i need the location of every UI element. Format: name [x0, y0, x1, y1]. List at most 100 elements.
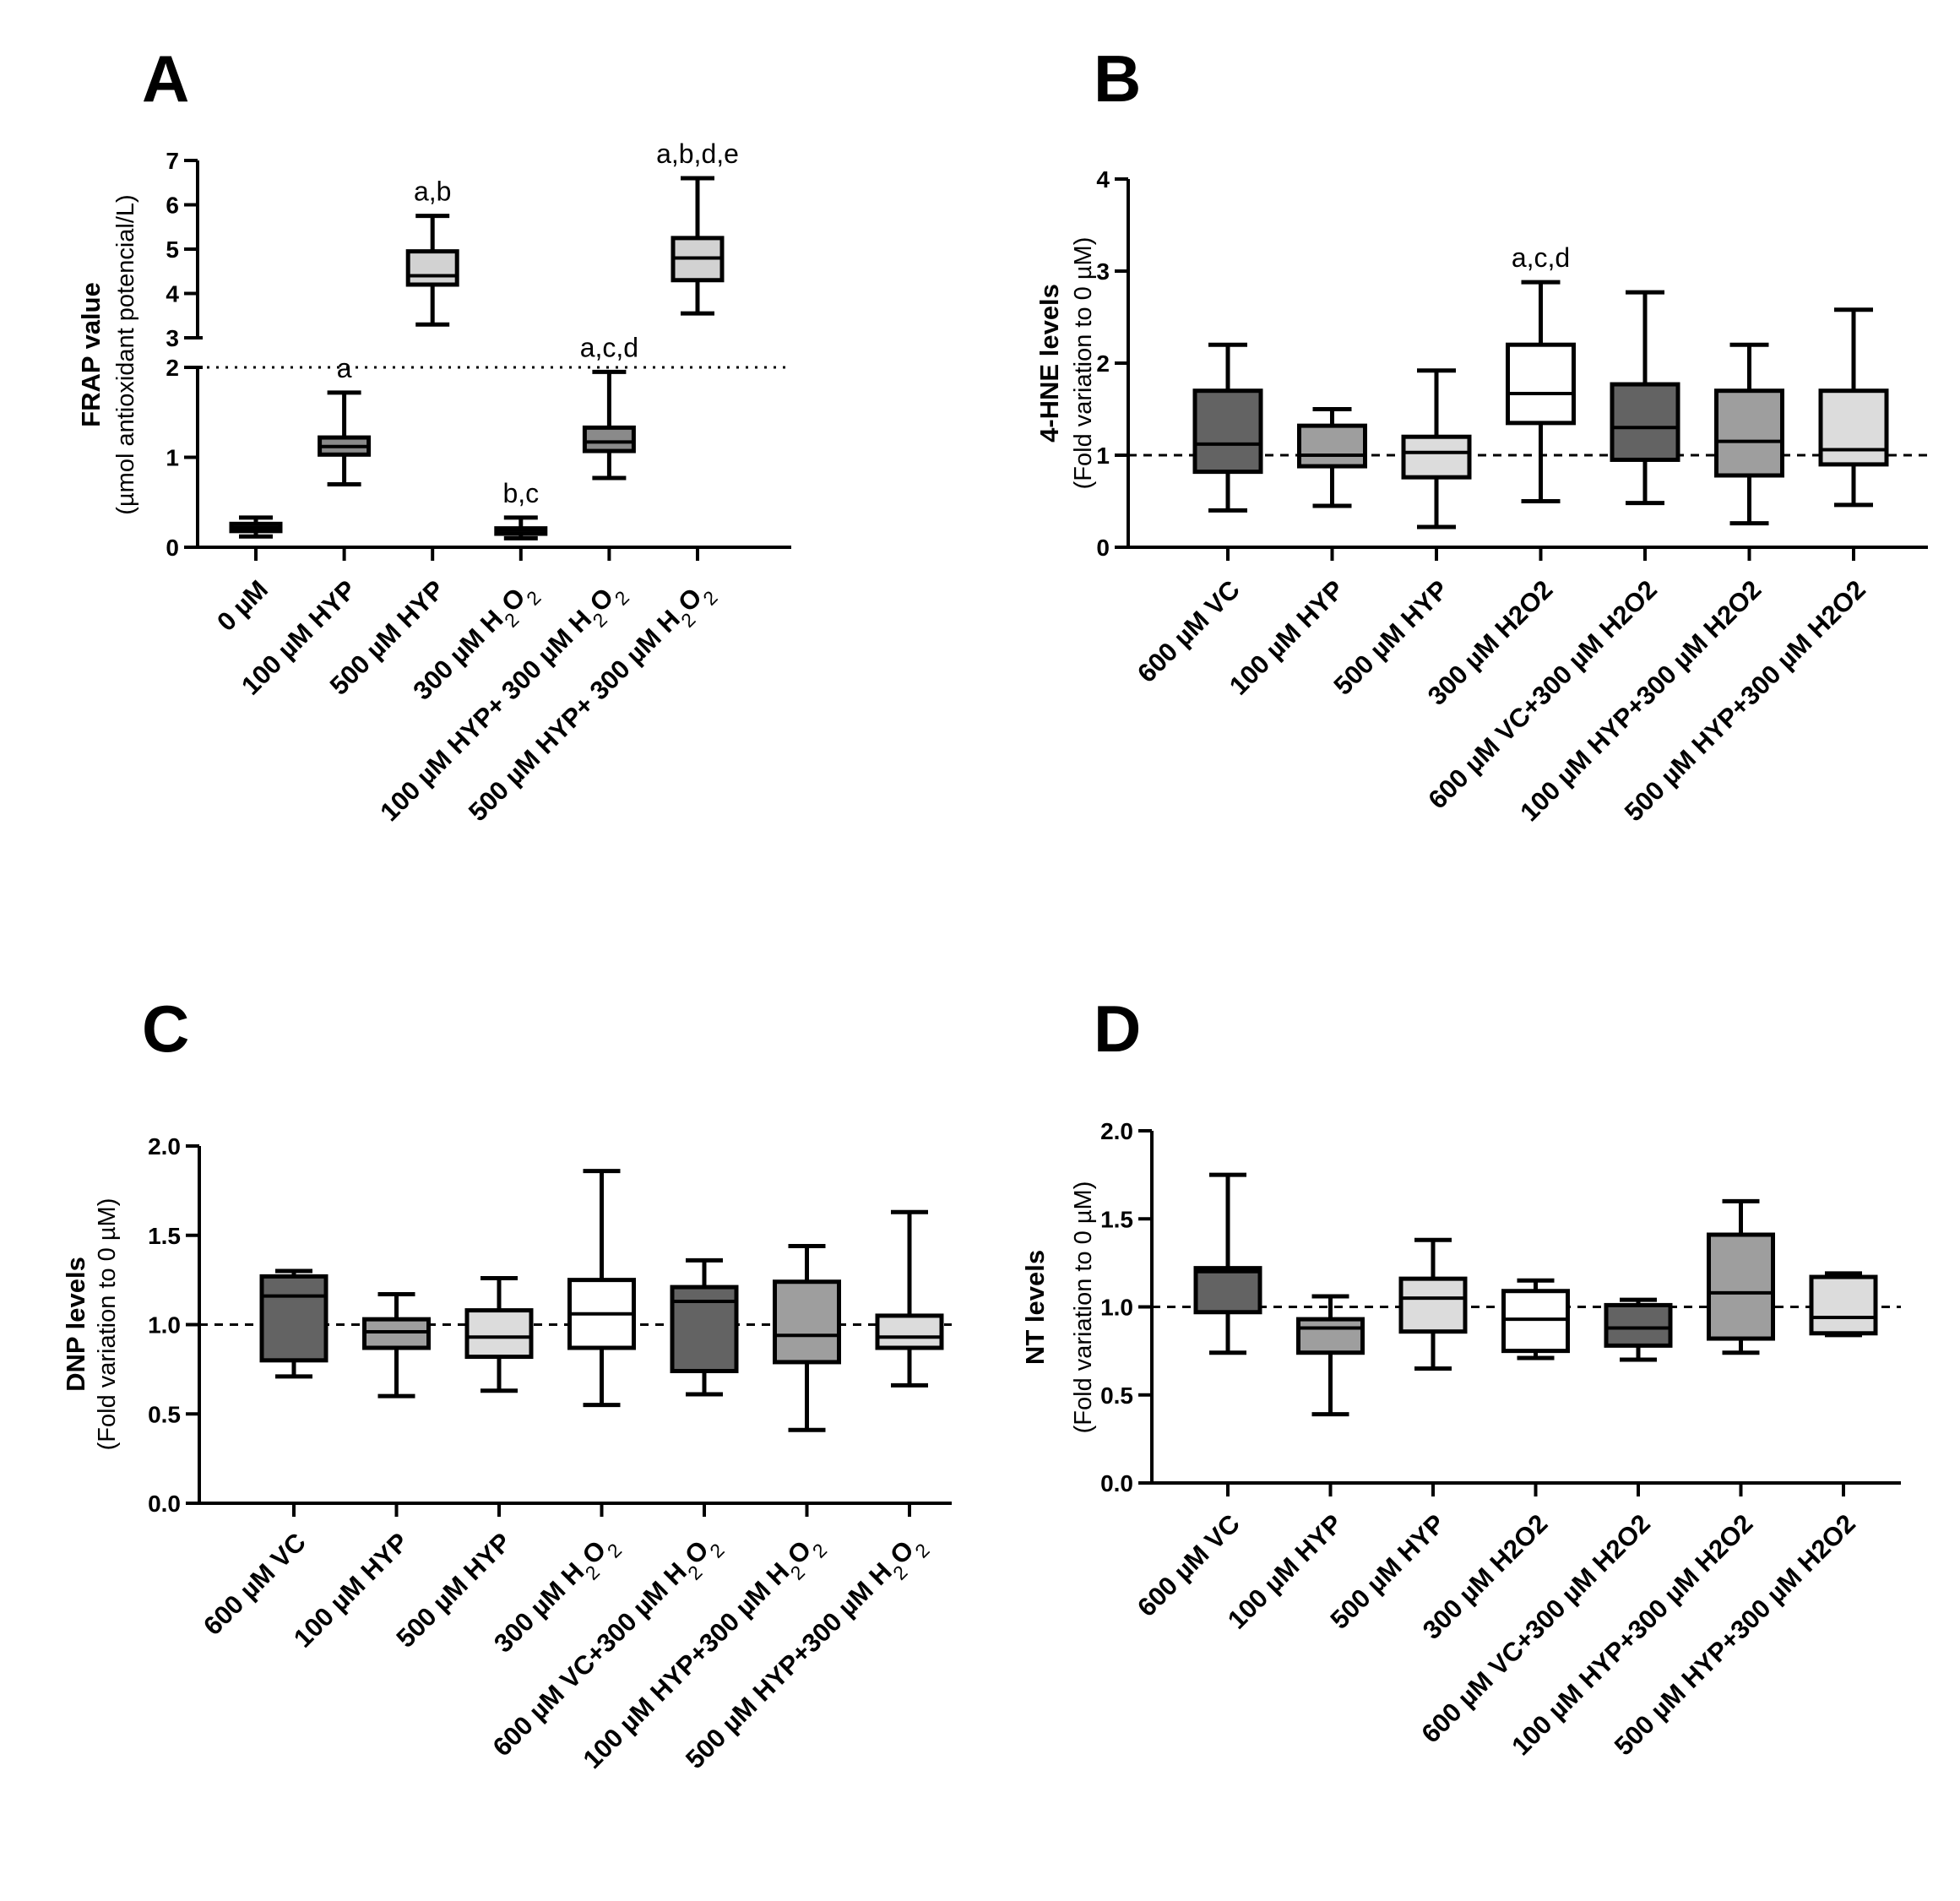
panel-b-box-1-iqr — [1192, 388, 1263, 475]
panel-a-box-2: a — [318, 353, 372, 486]
panel-b-y-axis-subtitle: (Fold variation to 0 µM) — [1070, 237, 1097, 490]
panel-a-box-3-significance-label: a,b — [414, 177, 451, 207]
panel-b-box-7-iqr — [1818, 388, 1889, 467]
panel-b-y-tick-label: 3 — [1096, 258, 1110, 285]
panel-a-y-tick-label: 7 — [166, 148, 179, 174]
panel-a-box-6: a,b,d,e — [656, 139, 739, 316]
panel-c: C 0.0 0.5 1.0 1.5 2.0 DNP levels (Fold variati… — [61, 991, 952, 1774]
panel-b-box-5-iqr — [1610, 382, 1680, 462]
panel-d-y-tick-label: 1.0 — [1100, 1295, 1133, 1321]
panel-c-x-tick-label-5-text: 600 µM VC+300 µM H — [487, 1556, 692, 1762]
panel-a-x-tick-label-5-post: O — [584, 582, 619, 617]
panel-d-y-axis-title: NT levels — [1020, 1250, 1050, 1365]
panel-b-box-4: a,c,d — [1506, 242, 1576, 503]
panel-d-y-tick-label: 0.0 — [1100, 1470, 1133, 1496]
panel-a-box-6-significance-label: a,b,d,e — [656, 139, 739, 169]
panel-d-x-tick-label-1-text: 600 µM VC — [1132, 1508, 1246, 1622]
panel-d: D 0.0 0.5 1.0 1.5 2.0 NT levels (Fold variatio… — [1020, 991, 1901, 1761]
panel-a-x-tick-label-1: 0 µM — [211, 574, 274, 637]
panel-c-box-4 — [567, 1169, 636, 1408]
panel-b-box-1 — [1192, 342, 1263, 513]
panel-a-box-4-significance-label: b,c — [502, 478, 539, 508]
panel-b-plot: 0 1 2 3 4 4-HNE levels (Fold variation to 0 µM… — [1034, 166, 1928, 827]
panel-c-box-6-iqr — [773, 1279, 841, 1365]
panel-a-y-axis-subtitle: (µmol antioxidant potencial/L) — [112, 194, 139, 514]
panel-b-x-tick-label-1-text: 600 µM VC — [1132, 574, 1246, 688]
panel-c-y-tick-label: 0.0 — [148, 1491, 181, 1517]
panel-c-x-tick-label-6-post: O — [782, 1534, 817, 1570]
panel-a-x-tick-label-6-post: O — [672, 582, 708, 617]
panel-d-box-6-iqr — [1707, 1232, 1775, 1341]
panel-a-x-tick-label-4-post: O — [496, 582, 531, 617]
panel-c-x-tick-label-5-post: O — [679, 1534, 714, 1570]
panel-b-box-2-iqr — [1297, 423, 1367, 469]
panel-d-box-7-iqr — [1809, 1274, 1878, 1336]
panel-b-y-tick-label: 2 — [1096, 350, 1110, 377]
panel-c-box-6 — [773, 1243, 841, 1432]
panel-b-box-7 — [1818, 307, 1889, 508]
panel-c-y-tick-label: 1.5 — [148, 1223, 181, 1249]
panel-b-box-3 — [1401, 368, 1472, 530]
panel-c-x-tick-label-7-post: O — [884, 1534, 920, 1570]
panel-b-x-tick-label-1: 600 µM VC — [1132, 574, 1246, 688]
panel-d-box-2-iqr — [1296, 1317, 1365, 1355]
panel-d-box-3-iqr — [1398, 1276, 1468, 1334]
panel-a-y-tick-label: 4 — [166, 281, 179, 307]
panel-c-x-tick-label-1: 600 µM VC — [198, 1527, 312, 1641]
panel-c-y-tick-label: 0.5 — [148, 1401, 181, 1427]
panel-c-x-tick-label-4-text: 300 µM H — [488, 1556, 589, 1658]
panel-a-y-tick-label: 1 — [166, 445, 179, 471]
panel-c-x-tick-label-1-text: 600 µM VC — [198, 1527, 312, 1641]
panel-d-box-1 — [1193, 1172, 1262, 1355]
panel-d-box-5-iqr — [1604, 1302, 1673, 1348]
panel-b: B 0 1 2 3 4 4-HNE levels (Fold variation to 0 … — [1034, 41, 1928, 827]
panel-d-box-6 — [1707, 1198, 1775, 1355]
panel-b-box-5 — [1610, 290, 1680, 506]
panel-a-box-4: b,c — [494, 478, 548, 540]
panel-d-box-2 — [1296, 1294, 1365, 1417]
panel-b-box-6 — [1714, 342, 1784, 526]
panel-c-box-1-iqr — [259, 1274, 328, 1363]
panel-d-box-4 — [1501, 1278, 1570, 1361]
panel-c-label: C — [142, 991, 189, 1066]
panel-a-y-tick-label: 5 — [166, 236, 179, 263]
panel-a-box-5-iqr — [582, 425, 636, 454]
panel-a-y-tick-label: 3 — [166, 325, 179, 351]
panel-c-box-7 — [875, 1209, 944, 1388]
panel-b-box-4-iqr — [1506, 342, 1576, 426]
panel-b-y-tick-label: 4 — [1096, 166, 1110, 193]
panel-d-y-tick-label: 1.5 — [1100, 1206, 1133, 1232]
panel-b-y-tick-label: 1 — [1096, 443, 1110, 469]
panel-c-plot: 0.0 0.5 1.0 1.5 2.0 DNP levels (Fold variation… — [61, 1133, 952, 1774]
panel-b-box-3-iqr — [1401, 434, 1472, 480]
panel-d-plot: 0.0 0.5 1.0 1.5 2.0 NT levels (Fold variation … — [1020, 1118, 1901, 1761]
panel-d-x-tick-label-1: 600 µM VC — [1132, 1508, 1246, 1622]
panel-c-box-5-iqr — [670, 1285, 739, 1373]
panel-d-box-5 — [1604, 1297, 1673, 1362]
panel-c-box-2-iqr — [362, 1317, 431, 1350]
panel-a-y-tick-label: 6 — [166, 193, 179, 219]
panel-a-box-3: a,b — [405, 177, 459, 327]
panel-b-y-axis-title: 4-HNE levels — [1034, 284, 1064, 443]
panel-c-y-axis-title: DNP levels — [61, 1257, 90, 1392]
panel-d-box-4-iqr — [1501, 1289, 1570, 1354]
panel-d-y-tick-label: 0.5 — [1100, 1382, 1133, 1409]
panel-a-box-5: a,c,d — [580, 332, 638, 481]
panel-c-y-axis-subtitle: (Fold variation to 0 µM) — [94, 1198, 121, 1451]
panel-d-label: D — [1094, 991, 1141, 1066]
panel-a-box-1 — [229, 515, 283, 539]
panel-d-y-tick-label: 2.0 — [1100, 1118, 1133, 1144]
panel-c-box-3 — [464, 1276, 534, 1393]
panel-c-box-5 — [670, 1257, 739, 1397]
panel-a-plot: 0 1 2 3 4 5 6 7 FRAP value (µmol antioxidant pote… — [76, 139, 791, 827]
panel-b-y-tick-label: 0 — [1096, 535, 1110, 561]
panel-c-box-3-iqr — [464, 1308, 534, 1360]
panel-a-y-axis-title: FRAP value — [76, 282, 106, 427]
panel-c-x-tick-label-4-post: O — [577, 1534, 612, 1570]
panel-a: A 0 1 2 3 4 5 6 7 FRAP value (µmol antioxidant po… — [76, 41, 791, 827]
panel-b-box-4-significance-label: a,c,d — [1512, 242, 1570, 273]
panel-c-y-tick-label: 2.0 — [148, 1133, 181, 1160]
panel-b-label: B — [1094, 41, 1141, 116]
panel-b-box-2 — [1297, 407, 1367, 508]
